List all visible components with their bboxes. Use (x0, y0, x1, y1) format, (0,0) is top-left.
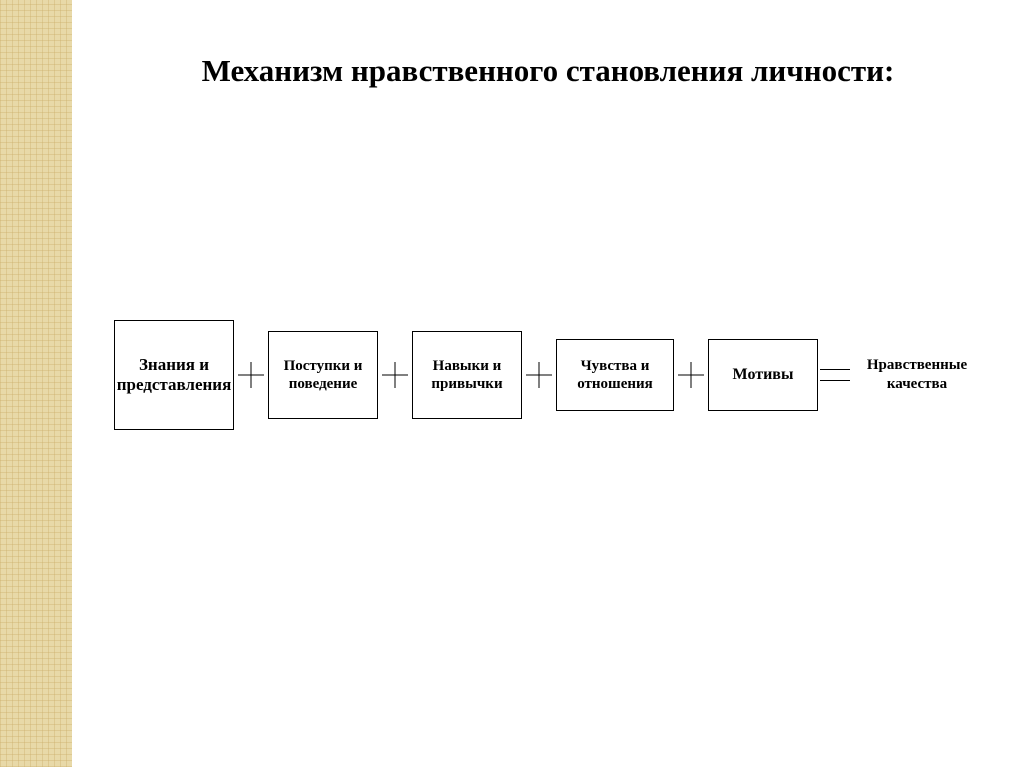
connector-plus (234, 362, 268, 388)
node-label: Мотивы (733, 365, 794, 384)
plus-icon (238, 362, 264, 388)
equals-icon (820, 365, 850, 385)
node-skills: Навыки и привычки (412, 331, 522, 419)
connector-plus (674, 362, 708, 388)
result-label: Нравственные качества (867, 357, 967, 392)
node-knowledge: Знания и представления (114, 320, 234, 430)
node-feelings: Чувства и отношения (556, 339, 674, 411)
plus-icon (526, 362, 552, 388)
connector-equals (818, 365, 852, 385)
node-label: Чувства и отношения (563, 357, 667, 393)
plus-icon (678, 362, 704, 388)
node-label: Поступки и поведение (275, 357, 371, 393)
connector-plus (378, 362, 412, 388)
node-motives: Мотивы (708, 339, 818, 411)
slide-content: Механизм нравственного становления лично… (72, 0, 1024, 767)
node-actions: Поступки и поведение (268, 331, 378, 419)
node-label: Навыки и привычки (419, 357, 515, 393)
node-label: Знания и представления (117, 355, 232, 396)
plus-icon (382, 362, 408, 388)
connector-plus (522, 362, 556, 388)
decorative-left-strip (0, 0, 72, 767)
diagram-row: Знания и представления Поступки и поведе… (72, 320, 1024, 430)
page-title: Механизм нравственного становления лично… (72, 52, 1024, 91)
result-moral-qualities: Нравственные качества (852, 356, 982, 394)
